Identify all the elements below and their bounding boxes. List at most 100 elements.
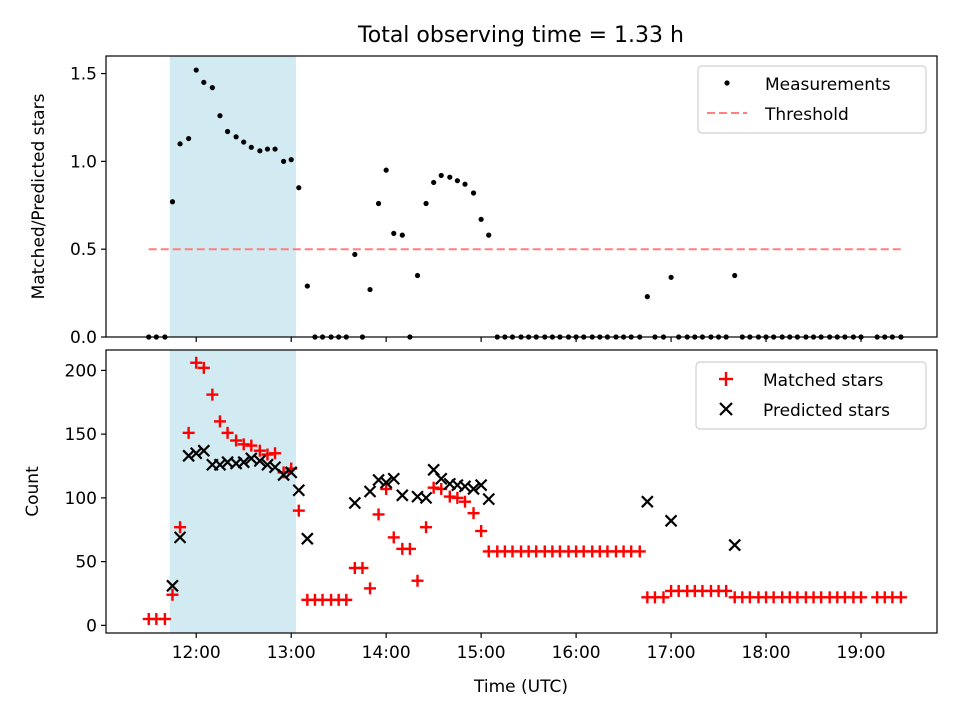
y-tick-label: 200 xyxy=(65,361,97,381)
y-tick-label: 100 xyxy=(65,489,97,509)
measurement-point xyxy=(241,139,247,145)
matched-point xyxy=(451,491,464,504)
matched-point xyxy=(213,415,226,428)
matched-point xyxy=(458,495,471,508)
y-tick-label: 50 xyxy=(75,553,97,573)
matched-point xyxy=(720,584,733,597)
matched-point xyxy=(269,447,282,460)
ratio-panel: 0.0 0.5 1.0 1.5 Matched/Predicted stars Mea… xyxy=(29,55,938,348)
y-tick-label: 0.0 xyxy=(70,328,97,348)
measurement-point xyxy=(169,199,176,205)
count-shaded-span xyxy=(169,350,296,633)
legend-label-measurements: Measurements xyxy=(765,75,891,95)
matched-point xyxy=(403,542,416,555)
measurement-point xyxy=(209,85,215,91)
measurement-point xyxy=(486,232,492,238)
matched-point xyxy=(372,508,385,521)
matched-point xyxy=(364,582,377,595)
measurement-point xyxy=(224,128,231,135)
predicted-point xyxy=(166,579,179,593)
predicted-point xyxy=(363,485,377,498)
measurement-point xyxy=(447,174,453,180)
ratio-y-label: Matched/Predicted stars xyxy=(29,93,49,299)
matched-point xyxy=(292,504,305,517)
measurement-point xyxy=(193,67,199,73)
matched-point xyxy=(206,388,219,401)
matched-point xyxy=(245,439,258,452)
measurement-point xyxy=(233,134,239,140)
predicted-point xyxy=(173,531,187,544)
measurement-point xyxy=(264,146,271,152)
x-tick-label: 15:00 xyxy=(457,643,506,663)
matched-point xyxy=(657,591,670,604)
count-marks xyxy=(142,356,907,625)
x-tick-label: 12:00 xyxy=(172,643,221,663)
y-tick-label: 1.0 xyxy=(70,152,97,172)
measurement-point xyxy=(399,232,405,238)
x-axis-label: Time (UTC) xyxy=(473,677,568,697)
matched-point xyxy=(894,591,907,604)
predicted-point xyxy=(197,444,211,457)
matched-point xyxy=(237,438,250,451)
measurement-point xyxy=(217,113,223,119)
matched-point xyxy=(387,531,400,544)
ratio-x-axis xyxy=(195,337,862,342)
matched-point xyxy=(166,588,179,601)
y-tick-label: 0 xyxy=(86,616,97,636)
matched-point xyxy=(230,434,243,447)
matched-point xyxy=(197,361,210,374)
predicted-point xyxy=(277,468,290,482)
x-tick-label: 19:00 xyxy=(837,643,886,663)
predicted-point xyxy=(434,472,448,486)
predicted-point xyxy=(237,455,250,469)
matched-point xyxy=(261,448,274,461)
count-legend: Matched stars Predicted stars xyxy=(695,361,927,430)
measurement-point xyxy=(177,141,183,147)
measurement-point xyxy=(296,185,302,191)
y-tick-label: 0.5 xyxy=(70,240,97,260)
x-tick-label: 13:00 xyxy=(267,643,316,663)
predicted-point xyxy=(261,458,274,472)
measurement-point xyxy=(470,190,477,196)
predicted-point xyxy=(182,449,195,463)
count-axes-frame xyxy=(105,349,938,634)
x-tick-label: 18:00 xyxy=(742,643,791,663)
x-tick-label: 16:00 xyxy=(552,643,601,663)
legend-label-matched: Matched stars xyxy=(763,371,883,391)
predicted-point xyxy=(379,476,393,489)
matched-point xyxy=(633,545,646,558)
predicted-point xyxy=(189,446,203,460)
matched-point xyxy=(443,490,456,503)
legend-marker-predicted xyxy=(719,402,733,416)
measurement-point xyxy=(304,283,310,289)
ratio-legend: Measurements Threshold xyxy=(697,65,927,134)
matched-point xyxy=(174,521,187,534)
measurement-point xyxy=(414,272,421,279)
legend-marker-matched xyxy=(719,372,733,386)
ratio-shaded-span xyxy=(169,56,296,337)
predicted-point xyxy=(292,483,306,497)
predicted-point xyxy=(664,514,678,528)
matched-point xyxy=(380,482,393,495)
measurement-point xyxy=(438,172,444,179)
predicted-point xyxy=(641,495,654,508)
legend-label-threshold: Threshold xyxy=(764,105,849,125)
measurement-point xyxy=(186,135,192,142)
count-x-axis: 12:00 13:00 14:00 15:00 16:00 17:00 18:00 19:00 xyxy=(172,633,886,663)
legend-label-predicted: Predicted stars xyxy=(763,401,890,421)
predicted-point xyxy=(301,532,314,545)
measurement-point xyxy=(391,230,397,236)
x-tick-label: 14:00 xyxy=(362,643,411,663)
measurement-point xyxy=(478,216,484,222)
predicted-point xyxy=(245,452,258,465)
predicted-point xyxy=(213,458,227,472)
measurement-point xyxy=(423,200,429,207)
measurement-point xyxy=(462,181,468,187)
chart-title: Total observing time = 1.33 h xyxy=(357,23,684,48)
y-tick-label: 1.5 xyxy=(70,65,97,85)
measurement-point xyxy=(352,251,358,258)
matched-point xyxy=(253,444,266,457)
measurement-point xyxy=(454,178,460,184)
measurement-point xyxy=(375,200,382,207)
predicted-point xyxy=(728,538,741,552)
